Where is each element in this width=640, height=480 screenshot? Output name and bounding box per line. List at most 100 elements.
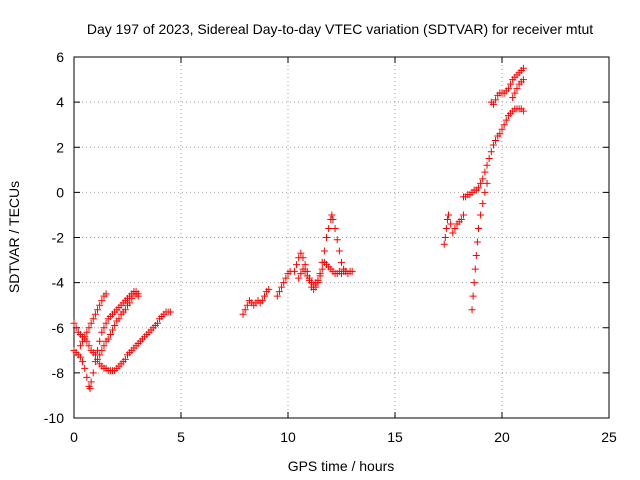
data-point (338, 258, 345, 266)
data-point (500, 121, 508, 129)
data-point (477, 211, 485, 219)
data-point (297, 270, 305, 278)
data-point (477, 179, 485, 187)
data-point (492, 136, 500, 144)
data-point (98, 346, 106, 354)
data-point (443, 215, 451, 223)
data-point (323, 234, 331, 241)
data-points (70, 64, 527, 393)
data-point (318, 265, 326, 273)
data-point (87, 319, 95, 327)
data-point (96, 301, 104, 309)
data-point (243, 301, 251, 309)
data-point (128, 294, 136, 302)
data-point (441, 234, 449, 241)
y-axis-label: SDTVAR / TECUs (6, 181, 22, 293)
data-point (153, 319, 161, 327)
data-point (459, 211, 467, 219)
series-seg-e (239, 285, 273, 318)
data-point (451, 224, 459, 232)
y-tick-label: 2 (56, 139, 64, 155)
data-point (290, 267, 298, 275)
data-point (100, 324, 108, 332)
data-point (303, 272, 311, 280)
x-tick-label: 25 (601, 429, 617, 445)
data-point (504, 85, 512, 93)
data-point (89, 315, 97, 323)
series-seg-i (440, 211, 467, 248)
y-tick-label: 0 (56, 184, 64, 200)
data-point (297, 249, 305, 257)
y-tick-label: -4 (52, 275, 65, 291)
data-point (445, 211, 452, 219)
data-point (305, 276, 313, 284)
data-point (479, 200, 487, 208)
data-point (314, 279, 322, 287)
y-tick-label: -8 (52, 365, 65, 381)
data-point (275, 288, 283, 296)
data-point (328, 211, 336, 219)
data-point (260, 292, 268, 300)
data-point (489, 141, 497, 149)
data-point (121, 355, 129, 363)
y-tick-label: -6 (52, 320, 65, 336)
data-point (72, 324, 80, 332)
data-point (472, 252, 480, 260)
y-tick-label: -2 (52, 230, 65, 246)
data-point (470, 279, 478, 287)
data-point (85, 324, 93, 332)
data-point (278, 283, 286, 291)
data-point (115, 315, 123, 323)
series-seg-j (459, 105, 527, 201)
tick-layer: 0 5 10 15 20 25 -10 -8 -6 -4 -2 0 2 4 6 (44, 49, 617, 445)
data-point (447, 220, 455, 228)
series-seg-d (96, 288, 142, 359)
data-point (342, 267, 350, 275)
series-seg-b (70, 288, 142, 393)
data-point (102, 290, 110, 298)
data-point (239, 310, 247, 318)
data-point (89, 369, 97, 377)
y-tick-label: 4 (56, 94, 64, 110)
data-point (513, 85, 521, 93)
data-point (469, 292, 477, 300)
y-tick-label: 6 (56, 49, 64, 65)
data-point (496, 130, 504, 138)
data-point (519, 64, 527, 72)
data-point (299, 254, 307, 262)
x-tick-label: 15 (387, 429, 403, 445)
data-point (111, 321, 119, 329)
data-point (481, 188, 489, 196)
data-point (320, 247, 328, 255)
data-point (121, 306, 129, 314)
data-point (94, 306, 102, 314)
data-point (471, 265, 479, 273)
data-point (280, 279, 288, 287)
data-point (348, 267, 356, 275)
data-point (440, 240, 448, 248)
data-point (76, 353, 84, 361)
data-point (485, 155, 493, 163)
data-point (489, 100, 497, 108)
data-point (502, 116, 510, 124)
data-point (509, 94, 517, 102)
data-point (442, 224, 450, 232)
data-point (134, 290, 142, 298)
series-seg-l (487, 64, 527, 108)
data-point (295, 274, 303, 282)
data-point (468, 306, 476, 314)
data-point (81, 333, 89, 341)
data-point (474, 184, 482, 192)
data-point (474, 224, 482, 232)
data-point (335, 247, 343, 255)
data-point (87, 378, 95, 386)
data-point (265, 285, 273, 293)
data-point (70, 319, 78, 327)
data-point (81, 364, 89, 372)
series-seg-h (295, 211, 350, 293)
y-tick-label: -10 (44, 410, 64, 426)
data-point (449, 229, 457, 237)
data-point (241, 306, 249, 314)
data-point (331, 224, 339, 232)
